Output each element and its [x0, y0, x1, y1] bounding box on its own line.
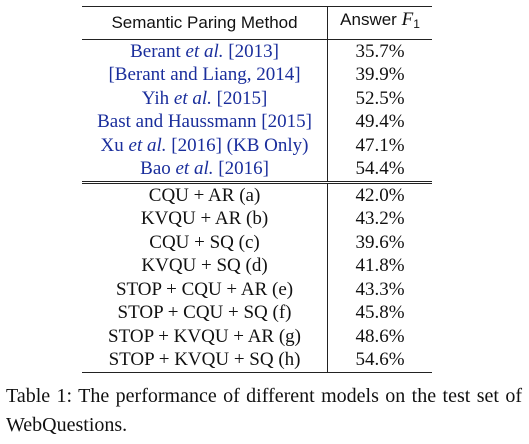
- baseline-score-cell: 35.7%: [355, 40, 405, 62]
- et-al-text: et al.: [185, 40, 224, 62]
- baseline-method-cell: Yih et al. [2015]: [82, 86, 329, 110]
- baseline-method-cell: Berant et al. [2013]: [82, 39, 329, 63]
- answer-f1-column-header: Answer F1: [327, 6, 432, 40]
- table-row: Yih et al. [2015] 52.5%: [82, 86, 432, 110]
- baseline-section: Berant et al. [2013] 35.7% [Berant and Lia…: [82, 39, 432, 182]
- table-row: STOP + KVQU + SQ (h) 54.6%: [82, 348, 432, 373]
- model-score-cell: 43.2%: [355, 208, 405, 229]
- baseline-score-cell: 39.9%: [355, 64, 405, 85]
- citation-year-text: [2013]: [223, 40, 279, 62]
- method-text: Bao: [140, 158, 176, 179]
- model-method-cell: CQU + SQ (c): [82, 230, 329, 254]
- model-method-cell: STOP + CQU + SQ (f): [82, 301, 329, 325]
- method-text: Xu: [100, 134, 129, 156]
- table-row: KVQU + SQ (d) 41.8%: [82, 254, 432, 278]
- results-table: Semantic Paring Method Answer F1 Berant …: [82, 6, 432, 373]
- model-score-cell: 39.6%: [355, 231, 405, 253]
- baseline-method-cell: Bast and Haussmann [2015]: [82, 110, 329, 134]
- citation-year-text: [2015]: [211, 87, 268, 109]
- model-method-cell: STOP + CQU + AR (e): [82, 277, 329, 301]
- baseline-score-cell: 52.5%: [355, 87, 405, 109]
- table-row: Berant et al. [2013] 35.7%: [82, 39, 432, 63]
- answer-label: Answer: [340, 10, 402, 29]
- table-row: [Berant and Liang, 2014] 39.9%: [82, 63, 432, 87]
- table-row: Xu et al. [2016] (KB Only) 47.1%: [82, 133, 432, 157]
- table-row: Bao et al. [2016] 54.4%: [82, 157, 432, 182]
- model-score-cell: 48.6%: [355, 325, 405, 347]
- model-score-cell: 43.3%: [355, 278, 405, 300]
- table-row: STOP + CQU + AR (e) 43.3%: [82, 277, 432, 301]
- et-al-text: et al.: [173, 87, 212, 109]
- model-method-cell: KVQU + SQ (d): [82, 254, 329, 278]
- table-row: Bast and Haussmann [2015] 49.4%: [82, 110, 432, 134]
- model-score-cell: 54.6%: [327, 348, 432, 373]
- baseline-score-cell: 49.4%: [355, 111, 405, 132]
- table-header-row: Semantic Paring Method Answer F1: [82, 6, 432, 40]
- table-row: CQU + AR (a) 42.0%: [82, 180, 432, 207]
- method-column-header: Semantic Paring Method: [82, 6, 329, 40]
- method-text: Bast and Haussmann [2015]: [97, 111, 312, 132]
- table-row: STOP + KVQU + AR (g) 48.6%: [82, 324, 432, 348]
- model-method-cell: STOP + KVQU + SQ (h): [82, 348, 329, 373]
- baseline-score-cell: 54.4%: [355, 158, 405, 179]
- et-al-text: et al.: [128, 134, 167, 156]
- method-text: [Berant and Liang, 2014]: [108, 64, 301, 85]
- model-score-cell: 42.0%: [327, 180, 432, 207]
- table-row: CQU + SQ (c) 39.6%: [82, 230, 432, 254]
- model-method-cell: KVQU + AR (b): [82, 207, 329, 231]
- table-caption: Table 1: The performance of different mo…: [6, 385, 522, 436]
- model-score-cell: 45.8%: [355, 302, 405, 323]
- citation-year-text: [2016] (KB Only): [166, 134, 309, 156]
- our-models-section: CQU + AR (a) 42.0% KVQU + AR (b) 43.2% CQU +…: [82, 180, 432, 373]
- baseline-method-cell: Xu et al. [2016] (KB Only): [82, 133, 329, 157]
- baseline-method-cell: Bao et al. [2016]: [82, 157, 329, 182]
- answer-sub: 1: [413, 17, 420, 31]
- method-text: Yih: [141, 87, 174, 109]
- answer-var: F: [401, 9, 414, 30]
- baseline-method-cell: [Berant and Liang, 2014]: [82, 63, 329, 87]
- citation-year-text: [2016]: [213, 158, 269, 179]
- table-row: STOP + CQU + SQ (f) 45.8%: [82, 301, 432, 325]
- model-score-cell: 41.8%: [355, 255, 405, 276]
- baseline-score-cell: 47.1%: [355, 134, 405, 156]
- table-row: KVQU + AR (b) 43.2%: [82, 207, 432, 231]
- et-al-text: et al.: [175, 158, 214, 179]
- method-text: Berant: [130, 40, 186, 62]
- model-method-cell: STOP + KVQU + AR (g): [82, 324, 329, 348]
- model-method-cell: CQU + AR (a): [82, 180, 329, 207]
